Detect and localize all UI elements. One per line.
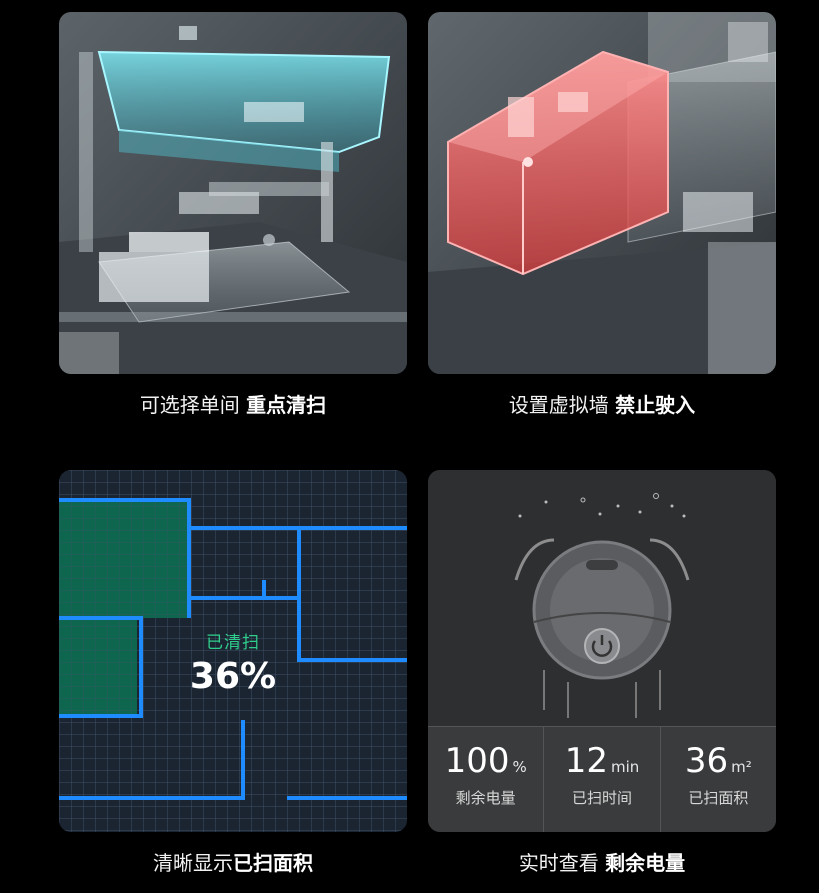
caption-highlight: 禁止驶入 <box>615 393 696 417</box>
stat-value: 12 <box>564 741 608 781</box>
floor-map <box>59 470 407 832</box>
stat-label: 已扫面积 <box>688 789 749 807</box>
room-select-panel <box>59 12 407 374</box>
room-select-illustration <box>59 12 407 374</box>
virtual-wall-illustration <box>428 12 776 374</box>
robot-vacuum-icon <box>428 470 776 726</box>
caption-room-select: 可选择单间 重点清扫 <box>59 391 407 419</box>
robot-status-panel: 100% 剩余电量 12 min 已扫时间 36 m² 已扫面积 <box>428 470 776 832</box>
cleaned-percentage: 36% <box>189 656 277 697</box>
stat-unit: m² <box>731 758 752 776</box>
stat-value: 100 <box>444 741 510 781</box>
cleaned-area-map-panel: 已清扫 36% <box>59 470 407 832</box>
virtual-wall-panel <box>428 12 776 374</box>
stat-unit: min <box>610 758 640 776</box>
caption-text: 设置虚拟墙 <box>508 393 616 417</box>
stat-label: 已扫时间 <box>571 789 632 807</box>
virtual-wall-zone <box>447 50 669 276</box>
stats-bar: 100% 剩余电量 12 min 已扫时间 36 m² 已扫面积 <box>428 726 776 832</box>
stat-unit: % <box>512 758 527 776</box>
caption-text: 可选择单间 <box>139 393 247 417</box>
stat-battery: 100% 剩余电量 <box>428 727 545 832</box>
caption-text: 实时查看 <box>518 851 606 875</box>
caption-text: 清晰显示 <box>153 851 233 875</box>
caption-virtual-wall: 设置虚拟墙 禁止驶入 <box>428 391 776 419</box>
stat-label: 剩余电量 <box>455 789 516 807</box>
caption-highlight: 重点清扫 <box>246 393 327 417</box>
power-icon <box>584 628 620 664</box>
stat-value: 36 <box>684 741 729 781</box>
caption-highlight: 剩余电量 <box>605 851 686 875</box>
stat-area: 36 m² 已扫面积 <box>661 727 776 832</box>
cleaned-label: 已清扫 <box>206 633 260 653</box>
caption-battery: 实时查看 剩余电量 <box>428 849 776 877</box>
map-walls <box>59 498 407 800</box>
stat-time: 12 min 已扫时间 <box>544 727 661 832</box>
caption-highlight: 已扫面积 <box>233 851 313 875</box>
caption-map: 清晰显示已扫面积 <box>59 849 407 877</box>
